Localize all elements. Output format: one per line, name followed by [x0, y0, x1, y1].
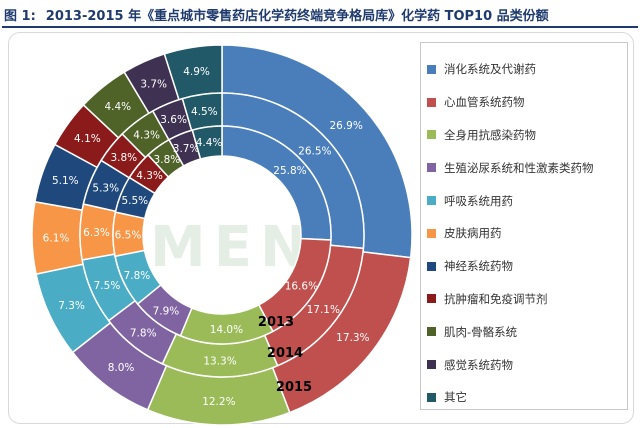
legend-swatch — [427, 294, 436, 304]
data-label-2015-2: 12.2% — [202, 396, 235, 408]
legend-label: 呼吸系统用药 — [444, 193, 513, 208]
data-label-2015-10: 4.9% — [183, 66, 210, 78]
slice-2013-10 — [191, 125, 223, 160]
data-label-2015-4: 7.3% — [58, 300, 85, 312]
legend-item: 皮肤病用药 — [427, 217, 621, 250]
data-label-2015-8: 4.4% — [104, 101, 131, 113]
legend-swatch — [427, 360, 436, 370]
legend-item: 感觉系统药物 — [427, 348, 621, 381]
legend-item: 抗肿瘤和免疫调节剂 — [427, 283, 621, 316]
legend-swatch — [427, 261, 436, 271]
data-label-2014-2: 13.3% — [203, 355, 236, 367]
data-label-2013-10: 4.4% — [196, 137, 223, 149]
data-label-2013-7: 4.3% — [136, 170, 163, 182]
legend-label: 皮肤病用药 — [444, 226, 502, 241]
data-label-2013-4: 7.8% — [124, 270, 151, 282]
data-label-2013-3: 7.9% — [153, 305, 180, 317]
data-label-2013-0: 25.8% — [273, 165, 306, 177]
legend-swatch — [427, 64, 436, 74]
legend-item: 神经系统药物 — [427, 250, 621, 283]
legend-label: 神经系统药物 — [444, 259, 513, 274]
legend-label: 心血管系统药物 — [444, 95, 525, 110]
data-label-2015-7: 4.1% — [74, 133, 101, 145]
legend-label: 肌肉-骨骼系统 — [444, 324, 518, 339]
legend-swatch — [427, 196, 436, 206]
legend-label: 消化系统及代谢药 — [444, 62, 536, 77]
data-label-2015-1: 17.3% — [336, 332, 369, 344]
legend-swatch — [427, 327, 436, 337]
data-label-2015-6: 5.1% — [52, 175, 79, 187]
series-label-2013: 2013 — [258, 315, 294, 330]
legend-item: 心血管系统药物 — [427, 86, 621, 119]
legend-swatch — [427, 228, 436, 238]
figure-label: 图 1: — [4, 8, 36, 24]
series-label-2015: 2015 — [276, 380, 312, 395]
data-label-2013-5: 6.5% — [115, 229, 142, 241]
legend-item: 全身用抗感染药物 — [427, 119, 621, 152]
data-label-2013-8: 3.8% — [154, 154, 181, 166]
legend-label: 其它 — [444, 390, 467, 405]
legend-label: 感觉系统药物 — [444, 357, 513, 372]
header-divider — [2, 26, 638, 28]
data-label-2015-3: 8.0% — [108, 362, 135, 374]
data-label-2014-7: 3.8% — [110, 152, 137, 164]
data-label-2015-5: 6.1% — [43, 233, 70, 245]
data-label-2015-9: 3.7% — [140, 79, 167, 91]
data-label-2014-4: 7.5% — [94, 280, 121, 292]
data-label-2013-6: 5.5% — [121, 195, 148, 207]
data-label-2014-6: 5.3% — [92, 183, 119, 195]
legend-swatch — [427, 392, 436, 402]
legend-item: 其它 — [427, 381, 621, 414]
data-label-2014-3: 7.8% — [130, 328, 157, 340]
legend-label: 全身用抗感染药物 — [444, 127, 536, 142]
legend-item: 肌肉-骨骼系统 — [427, 315, 621, 348]
data-label-2014-10: 4.5% — [191, 106, 218, 118]
legend-swatch — [427, 97, 436, 107]
data-label-2014-1: 17.1% — [307, 304, 340, 316]
data-label-2013-1: 16.6% — [285, 280, 318, 292]
data-label-2013-2: 14.0% — [210, 324, 243, 336]
legend-swatch — [427, 163, 436, 173]
data-label-2014-9: 3.6% — [160, 114, 187, 126]
data-label-2014-5: 6.3% — [83, 227, 110, 239]
figure-header: 图 1: 2013-2015 年《重点城市零售药店化学药终端竞争格局库》化学药 … — [4, 4, 549, 24]
data-label-2015-0: 26.9% — [329, 120, 362, 132]
series-label-2014: 2014 — [267, 346, 303, 361]
chart-title: 2013-2015 年《重点城市零售药店化学药终端竞争格局库》化学药 TOP10… — [45, 8, 549, 24]
legend-label: 生殖泌尿系统和性激素类药物 — [444, 160, 594, 175]
data-label-2014-8: 4.3% — [133, 130, 160, 142]
data-label-2014-0: 26.5% — [298, 146, 331, 158]
legend-item: 呼吸系统用药 — [427, 184, 621, 217]
legend-swatch — [427, 130, 436, 140]
chart-legend: 消化系统及代谢药 心血管系统药物 全身用抗感染药物生殖泌尿系统和性激素类药物 呼吸系统… — [420, 42, 628, 410]
data-label-2013-9: 3.7% — [173, 143, 200, 155]
legend-label: 抗肿瘤和免疫调节剂 — [444, 291, 548, 306]
legend-item: 生殖泌尿系统和性激素类药物 — [427, 151, 621, 184]
legend-item: 消化系统及代谢药 — [427, 53, 621, 86]
